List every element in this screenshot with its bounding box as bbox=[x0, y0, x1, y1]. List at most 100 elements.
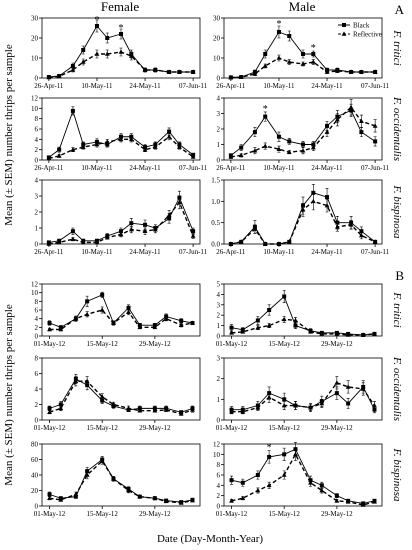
marker bbox=[240, 480, 245, 485]
marker bbox=[166, 134, 172, 139]
y-tick-label: 12 bbox=[31, 281, 39, 289]
marker bbox=[47, 492, 52, 497]
marker bbox=[319, 487, 325, 493]
marker bbox=[301, 142, 305, 147]
legend-label: Reflective bbox=[353, 31, 382, 39]
marker bbox=[56, 73, 62, 79]
marker bbox=[301, 52, 305, 56]
marker bbox=[287, 139, 292, 144]
marker bbox=[152, 144, 158, 149]
marker bbox=[255, 405, 261, 410]
series-line bbox=[49, 294, 193, 328]
marker bbox=[348, 104, 354, 110]
marker bbox=[345, 499, 351, 504]
y-tick-label: 4 bbox=[217, 95, 221, 103]
y-tick-label: 0 bbox=[35, 503, 39, 511]
legend-label: Black bbox=[353, 22, 370, 30]
marker bbox=[319, 400, 325, 406]
marker bbox=[46, 155, 52, 161]
marker bbox=[372, 402, 377, 408]
legend-marker bbox=[341, 31, 347, 36]
x-tick-label: 24-May-11 bbox=[311, 248, 343, 256]
marker bbox=[325, 123, 330, 128]
marker bbox=[47, 406, 52, 411]
marker bbox=[70, 67, 76, 72]
species-label: F. occidentalis bbox=[391, 356, 403, 421]
series-line bbox=[48, 201, 194, 245]
marker bbox=[311, 52, 316, 56]
marker bbox=[360, 386, 366, 391]
marker bbox=[263, 52, 268, 56]
marker bbox=[293, 317, 298, 323]
marker bbox=[176, 69, 182, 74]
series-line bbox=[231, 452, 375, 506]
panel-letter: A bbox=[395, 2, 405, 17]
plot-frame bbox=[223, 357, 383, 421]
marker bbox=[310, 145, 316, 150]
marker bbox=[310, 198, 316, 204]
y-tick-label: 4 bbox=[217, 291, 221, 299]
panel: 0 2 4 6 8 10 12 26-Apr-11 10-May-11 24-May-11 07-J… bbox=[31, 95, 208, 173]
marker bbox=[300, 61, 306, 66]
marker bbox=[58, 402, 63, 407]
marker bbox=[267, 454, 272, 459]
marker bbox=[176, 144, 182, 149]
x-tick-label: 10-May-11 bbox=[81, 164, 113, 172]
y-tick-label: 6 bbox=[35, 126, 39, 134]
marker bbox=[104, 235, 110, 240]
marker bbox=[152, 67, 158, 72]
x-tick-label: 07-Jun-11 bbox=[179, 164, 208, 172]
x-tick-label: 29-May-12 bbox=[139, 340, 171, 348]
marker bbox=[348, 222, 354, 227]
marker bbox=[152, 408, 158, 413]
x-tick-label: 01-May-12 bbox=[34, 510, 66, 518]
marker bbox=[84, 378, 90, 384]
marker bbox=[176, 199, 182, 205]
marker bbox=[319, 483, 324, 488]
marker bbox=[73, 316, 79, 321]
marker bbox=[372, 331, 377, 336]
marker bbox=[255, 473, 260, 477]
y-tick-label: 4 bbox=[35, 177, 39, 185]
marker bbox=[178, 322, 184, 327]
marker bbox=[81, 48, 86, 52]
marker bbox=[255, 325, 261, 330]
plot-frame bbox=[41, 17, 201, 79]
marker bbox=[80, 59, 86, 64]
y-tick-label: 2 bbox=[217, 375, 221, 383]
marker bbox=[287, 34, 292, 38]
x-tick-label: 15-May-12 bbox=[86, 340, 118, 348]
marker bbox=[80, 144, 86, 149]
marker bbox=[228, 241, 234, 246]
marker bbox=[85, 299, 90, 304]
marker bbox=[282, 452, 287, 457]
x-tick-label: 01-May-12 bbox=[34, 424, 66, 432]
marker bbox=[310, 59, 316, 64]
marker bbox=[73, 491, 79, 497]
y-tick-label: 4 bbox=[35, 315, 39, 323]
y-tick-label: 3 bbox=[35, 193, 39, 201]
series-line bbox=[49, 378, 193, 413]
y-tick-label: 0 bbox=[35, 333, 39, 341]
marker bbox=[58, 497, 64, 502]
marker bbox=[358, 118, 364, 124]
column-title: Male bbox=[289, 0, 316, 14]
y-tick-label: 3 bbox=[217, 301, 221, 309]
marker bbox=[47, 409, 52, 415]
marker bbox=[178, 411, 184, 416]
column-title: Female bbox=[101, 0, 139, 14]
y-tick-label: 4 bbox=[217, 482, 221, 490]
marker bbox=[252, 148, 258, 153]
marker bbox=[47, 495, 52, 501]
marker bbox=[325, 195, 330, 200]
x-tick-label: 15-May-12 bbox=[86, 510, 118, 518]
marker bbox=[240, 495, 246, 501]
marker bbox=[137, 408, 143, 413]
marker bbox=[84, 472, 90, 477]
y-tick-label: 30 bbox=[213, 15, 221, 23]
marker bbox=[266, 482, 272, 488]
marker bbox=[166, 69, 172, 74]
x-tick-label: 29-May-12 bbox=[321, 340, 353, 348]
